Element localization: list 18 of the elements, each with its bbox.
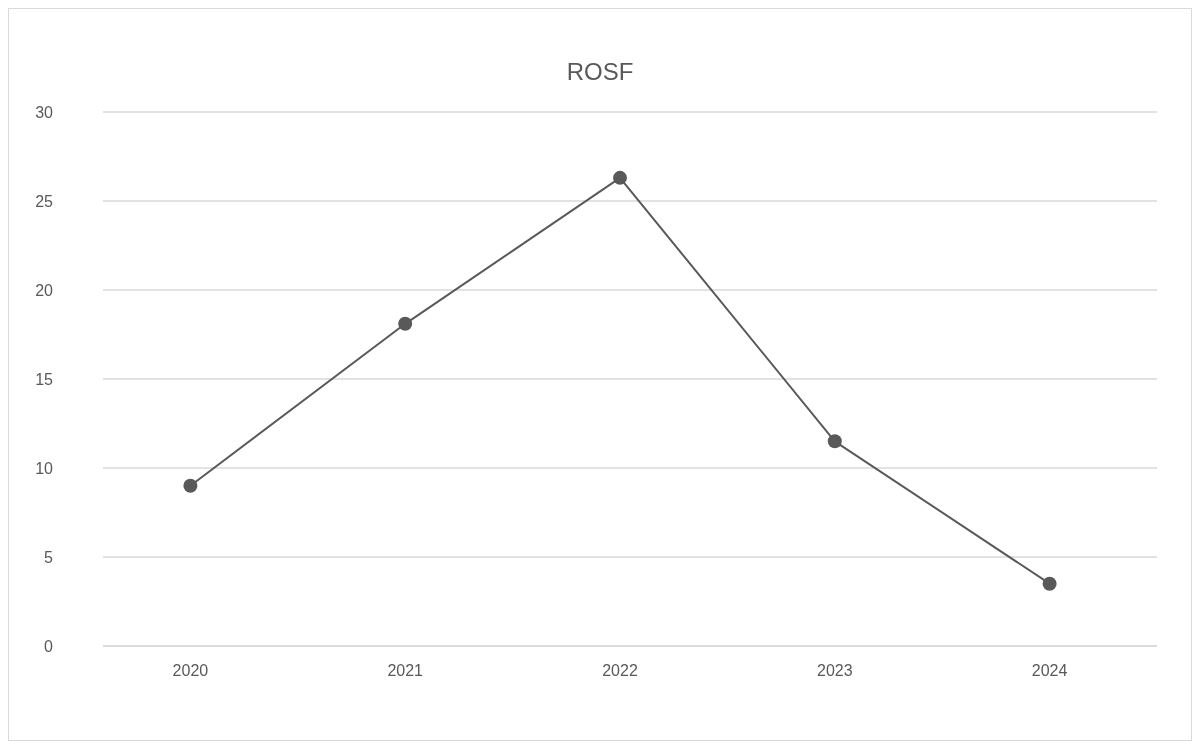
y-tick-label: 10 <box>35 459 54 477</box>
y-tick-label: 20 <box>35 281 54 299</box>
x-tick-label: 2020 <box>172 662 209 679</box>
x-tick-label: 2021 <box>387 662 424 679</box>
y-tick-label: 30 <box>35 103 54 121</box>
point <box>827 434 842 449</box>
x-tick-label: 2024 <box>1031 662 1068 679</box>
y-tick-label: 15 <box>35 370 54 388</box>
y-tick-label: 0 <box>44 637 54 655</box>
chart-title: ROSF <box>566 58 634 85</box>
point <box>613 170 627 185</box>
y-tick-label: 25 <box>35 192 54 210</box>
x-tick-label: 2022 <box>602 662 638 679</box>
point <box>398 316 413 331</box>
x-tick-label: 2023 <box>817 662 853 679</box>
y-tick-label: 5 <box>44 548 54 566</box>
point <box>183 478 198 493</box>
point <box>1042 576 1057 591</box>
